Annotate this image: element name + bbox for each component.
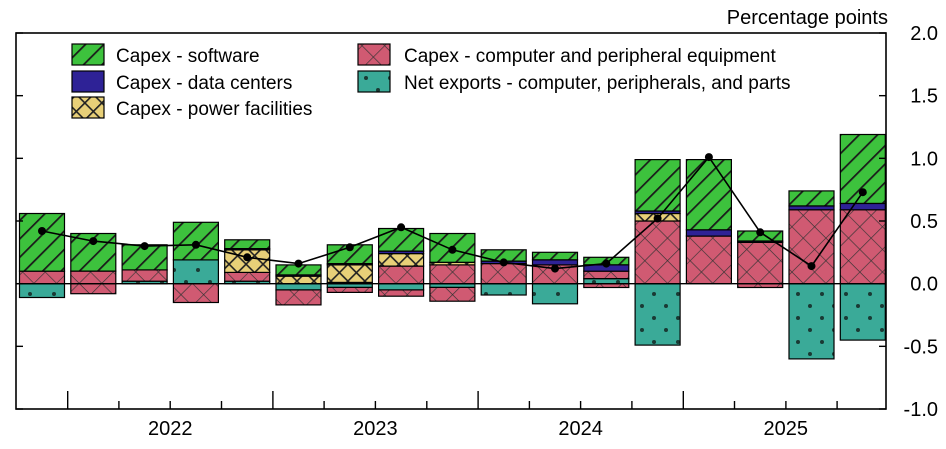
total-line-point-2025Q2 [756,228,765,237]
total-line-point-2021Q4 [38,227,46,235]
y-tick-label: 0.5 [910,211,938,233]
bar-segment-computer-2022Q2 [121,269,168,282]
total-line-point-2024Q2 [551,264,559,273]
bar-segment-software-2025Q3 [788,190,835,207]
bar-segment-computer-2022Q1 [70,270,117,285]
y-axis-unit-label: Percentage points [727,7,888,29]
bar-segment-computer-2023Q3 [378,289,425,297]
bar-segment-datacenters-2025Q3 [788,205,835,211]
bar-segment-computer-2025Q3 [788,209,835,285]
legend-item-datacenters: Capex - data centers [71,70,292,94]
total-line-point-2022Q1 [89,237,98,246]
y-tick-label: 2.0 [910,23,938,45]
bar-segment-software-2021Q4 [18,212,66,272]
bar-segment-computer-2023Q1 [275,289,322,306]
bar-segment-netexports-2024Q3 [583,278,630,285]
legend-item-computer: Capex - computer and peripheral equipmen… [357,43,776,67]
bar-segment-computer-2023Q2 [326,286,373,293]
y-tick-label: -0.5 [904,336,938,358]
bar-segment-netexports-2025Q3 [788,283,835,360]
bar-segment-datacenters-2024Q2 [531,259,579,266]
bar-segment-computer-2024Q1 [480,263,527,285]
bar-segment-netexports-2023Q1 [275,283,322,291]
bar-segment-netexports-2022Q3 [172,259,219,285]
x-year-label: 2022 [148,418,193,440]
legend-item-software: Capex - software [71,43,260,67]
total-line-point-2022Q4 [243,253,252,262]
bar-segment-netexports-2024Q2 [531,283,579,305]
x-year-label: 2024 [558,418,603,440]
bar-segment-computer-2021Q4 [18,270,66,285]
total-line-point-2024Q4 [653,214,662,223]
total-line-point-2023Q4 [448,245,457,254]
bars-layer [18,133,886,360]
bar-segment-computer-2023Q4 [429,286,476,302]
bar-segment-computer-2024Q4 [634,220,681,285]
bar-segment-computer-2024Q3 [583,270,630,280]
bar-segment-computer-2023Q3 [378,265,425,285]
total-line-point-2023Q2 [345,243,354,252]
bar-segment-software-2024Q4 [634,159,681,212]
legend-label-power: Capex - power facilities [116,99,312,120]
bar-segment-computer-2025Q1 [685,235,733,285]
bar-segment-software-2023Q3 [378,227,425,252]
bar-segment-netexports-2023Q3 [378,283,425,291]
bar-segment-software-2022Q4 [224,239,271,250]
total-line-point-2023Q1 [294,259,303,268]
bar-segment-datacenters-2025Q4 [839,202,886,211]
legend-swatch-computer [357,43,391,66]
bar-segment-netexports-2021Q4 [18,283,66,299]
total-line-point-2025Q4 [858,188,867,197]
bar-segment-computer-2022Q3 [172,283,219,304]
x-year-label: 2025 [764,418,809,440]
bar-segment-computer-2023Q4 [429,264,476,285]
bar-segment-computer-2022Q1 [70,283,117,295]
bar-segment-software-2025Q1 [685,159,733,231]
y-tick-label: 0.0 [910,274,938,296]
legend-item-netexports: Net exports - computer, peripherals, and… [357,70,791,94]
total-line-point-2024Q1 [499,258,508,267]
legend-label-netexports: Net exports - computer, peripherals, and… [404,73,791,94]
bar-segment-computer-2022Q4 [224,271,271,282]
bar-segment-netexports-2024Q4 [634,283,681,346]
bar-segment-datacenters-2025Q1 [685,229,733,237]
legend-label-computer: Capex - computer and peripheral equipmen… [404,46,776,67]
bar-segment-netexports-2025Q4 [839,283,886,341]
total-line-point-2025Q1 [704,153,713,162]
legend-swatch-power [71,96,105,119]
total-line-point-2023Q3 [397,223,406,232]
y-tick-label: 1.0 [910,148,938,170]
bar-segment-computer-2025Q2 [737,241,784,285]
bar-segment-power-2023Q2 [326,264,373,283]
legend-swatch-software [71,43,105,66]
y-tick-label: 1.5 [910,86,938,108]
bar-segment-power-2023Q3 [378,253,425,267]
total-line-point-2022Q3 [191,240,200,249]
bar-segment-netexports-2024Q1 [480,283,527,296]
total-line-point-2022Q2 [140,242,149,251]
legend-swatch-netexports [357,70,391,93]
bar-segment-power-2023Q1 [275,275,322,285]
y-tick-label: -1.0 [904,399,938,421]
total-line-point-2025Q3 [807,262,816,271]
bar-segment-software-2024Q2 [531,251,579,261]
legend-swatch-datacenters [71,70,105,93]
total-line-point-2024Q3 [602,259,611,268]
legend: Capex - software Capex - data centers Ca… [71,43,791,120]
legend-label-software: Capex - software [116,46,260,67]
total-line-layer [38,153,867,273]
bar-segment-computer-2025Q4 [839,209,886,285]
legend-label-datacenters: Capex - data centers [116,73,292,94]
x-year-label: 2023 [353,418,398,440]
legend-item-power: Capex - power facilities [71,96,312,120]
axis-layer: 2.0 1.5 1.0 0.5 0.0 -0.5 -1.0 2022 2023 2024 2025 [16,23,938,440]
